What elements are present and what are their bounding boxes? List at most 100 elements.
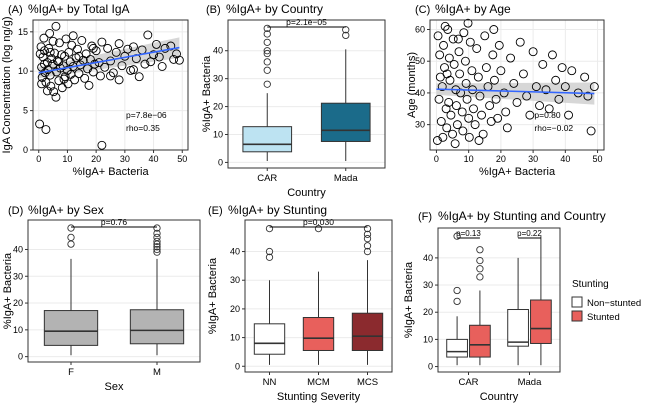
panel-title: %IgA+ by Total IgA <box>28 2 130 16</box>
outlier-point <box>314 224 323 233</box>
panel-a: (A) %IgA+ by Total IgA 0 5 10 15 0 10 20 30 40 50 %I… <box>1 2 189 178</box>
y-axis-label: %IgA+ Bacteria <box>2 252 14 329</box>
panel-title: %IgA+ by Stunting and Country <box>438 209 606 223</box>
outlier-point <box>363 230 372 238</box>
outlier-point <box>263 38 271 46</box>
data-point <box>106 71 115 81</box>
box-mada <box>320 26 371 162</box>
box-car-1 <box>469 246 491 366</box>
data-point <box>172 49 181 59</box>
data-point <box>560 82 570 92</box>
axis-ticks: 0 10 20 30 40 <box>423 253 438 372</box>
data-point <box>586 126 596 136</box>
y-tick-label: 20 <box>423 307 433 317</box>
panel-title: %IgA+ by Sex <box>28 203 104 217</box>
data-point <box>103 43 113 53</box>
data-point <box>97 37 107 47</box>
data-point <box>481 63 491 73</box>
data-point <box>435 50 445 60</box>
data-point <box>84 80 94 90</box>
outlier-point <box>153 243 161 251</box>
legend-swatch <box>571 296 583 308</box>
category-ticks: CAR Mada <box>257 168 358 184</box>
y-tick-label: 0 <box>235 361 240 371</box>
data-point <box>518 69 528 79</box>
x-tick-label: 50 <box>177 154 187 164</box>
data-point <box>525 110 535 120</box>
x-tick-label: 30 <box>120 154 130 164</box>
data-point <box>541 85 551 95</box>
data-point <box>473 72 483 82</box>
box-iqr <box>302 317 335 351</box>
data-point <box>169 54 179 64</box>
outlier-point <box>263 80 271 88</box>
y-tick-label: 30 <box>13 271 23 281</box>
data-point <box>551 75 561 85</box>
data-point <box>54 38 64 48</box>
data-point <box>489 75 499 85</box>
points <box>432 18 599 149</box>
y-tick-label: 40 <box>213 46 223 56</box>
data-point <box>51 21 61 31</box>
outlier-point <box>153 229 161 238</box>
outlier-point <box>265 247 274 256</box>
data-point <box>491 94 501 104</box>
outlier-point <box>453 297 461 306</box>
y-tick-label: 10 <box>230 333 240 343</box>
panel-border <box>32 19 189 151</box>
data-point <box>80 73 90 83</box>
y-axis-label: %IgA+ Bacteria <box>207 257 219 334</box>
data-point <box>44 43 54 53</box>
y-tick-label: 10 <box>13 325 23 335</box>
data-point <box>547 50 557 60</box>
box-iqr <box>351 312 384 351</box>
x-axis-label: %IgA+ Bacteria <box>479 166 556 178</box>
outlier-point <box>265 224 274 233</box>
data-point <box>535 101 545 111</box>
data-point <box>448 129 458 139</box>
data-point <box>37 79 47 89</box>
box-nn <box>253 224 286 365</box>
outlier-point <box>363 224 372 233</box>
comparison-label: p=0.13 <box>456 229 481 238</box>
y-tick-label: 40 <box>13 244 23 254</box>
comparisons: p=2.1e−05 <box>267 17 346 28</box>
data-point <box>557 63 567 73</box>
outlier-point <box>363 242 372 250</box>
x-tick-label: 30 <box>528 154 538 164</box>
panel-e: (E) %IgA+ by Stunting 0 10 20 30 40 Stunting Se… <box>207 203 393 403</box>
data-point <box>108 68 118 78</box>
outlier-point <box>363 247 372 256</box>
x-tick-label: 0 <box>36 154 41 164</box>
data-point <box>444 53 454 63</box>
data-point <box>154 52 164 62</box>
y-tick-label: 30 <box>230 275 240 285</box>
data-point <box>531 82 541 92</box>
data-point <box>436 117 446 126</box>
data-point <box>41 125 51 134</box>
data-point <box>88 43 98 53</box>
data-point <box>457 107 467 117</box>
box-iqr <box>469 324 491 358</box>
y-tick-label: 20 <box>13 298 23 308</box>
panel-border <box>244 219 393 373</box>
y-axis-label: Age (months) <box>406 52 418 118</box>
data-point <box>74 69 84 79</box>
y-tick-label: 0 <box>428 362 433 372</box>
x-tick-label: 40 <box>560 154 570 164</box>
data-point <box>40 59 49 69</box>
x-tick-label: 20 <box>496 154 506 164</box>
comparison-label: p=0.030 <box>303 217 334 227</box>
data-point <box>528 47 538 57</box>
y-tick-label: 0 <box>23 145 28 155</box>
boxes <box>446 232 552 366</box>
y-tick-label: 15 <box>18 27 28 37</box>
data-point <box>434 94 444 104</box>
panel-title: %IgA+ by Stunting <box>228 203 327 217</box>
y-tick-label: 20 <box>230 304 240 314</box>
box-iqr <box>530 299 552 344</box>
data-point <box>464 113 474 123</box>
y-tick-label: 40 <box>230 247 240 257</box>
data-point <box>45 28 55 38</box>
y-tick-label: 40 <box>415 88 425 98</box>
